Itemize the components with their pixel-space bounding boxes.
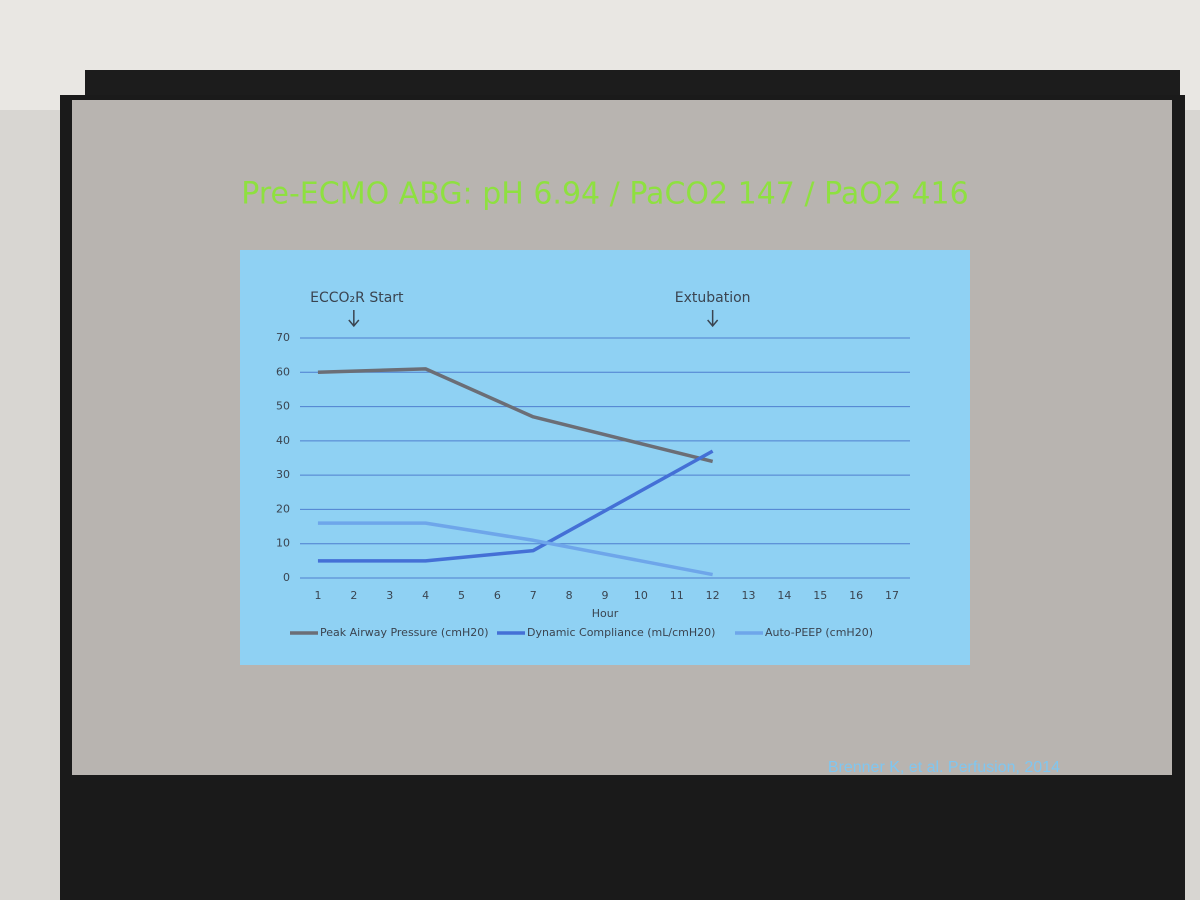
series-line [317, 367, 714, 464]
y-tick-label: 10 [276, 537, 290, 550]
annotation: ECCO₂R Start [310, 290, 404, 306]
x-axis-label: Hour [592, 607, 619, 620]
x-tick-label: 1 [314, 589, 321, 602]
x-tick-label: 14 [777, 589, 791, 602]
x-tick-label: 5 [458, 589, 465, 602]
x-tick-label: 9 [602, 589, 609, 602]
source: Brenner K, et al. Perfusion, 2014 [828, 759, 1060, 776]
y-tick-label: 50 [276, 400, 290, 413]
x-tick-label: 6 [494, 589, 501, 602]
x-tick-label: 16 [849, 589, 863, 602]
legend-label: Peak Airway Pressure (cmH20) [320, 626, 489, 639]
y-tick-label: 20 [276, 502, 290, 515]
legend-label: Auto-PEEP (cmH20) [765, 626, 873, 639]
x-tick-label: 17 [885, 589, 899, 602]
annotation: Extubation [675, 290, 751, 306]
x-tick-label: 8 [566, 589, 573, 602]
y-tick-label: 60 [276, 365, 290, 378]
legend-label: Dynamic Compliance (mL/cmH20) [527, 626, 715, 639]
x-tick-label: 12 [706, 589, 720, 602]
x-tick-label: 11 [670, 589, 684, 602]
slide-title: Pre-ECMO ABG: pH 6.94 / PaCO2 147 / PaO2… [241, 177, 968, 212]
series-line [317, 521, 713, 577]
chart-panel [240, 250, 970, 665]
series-line [317, 449, 714, 563]
x-tick-label: 15 [813, 589, 827, 602]
x-tick-label: 7 [530, 589, 537, 602]
x-tick-label: 2 [350, 589, 357, 602]
y-tick-label: 0 [283, 571, 290, 584]
annotation-arrow [707, 310, 719, 328]
x-tick-label: 13 [742, 589, 756, 602]
y-tick-label: 30 [276, 468, 290, 481]
x-tick-label: 10 [634, 589, 648, 602]
y-tick-label: 70 [276, 331, 290, 344]
annotation-arrow [348, 310, 360, 328]
y-tick-label: 40 [276, 434, 290, 447]
x-tick-label: 3 [386, 589, 393, 602]
x-tick-label: 4 [422, 589, 429, 602]
